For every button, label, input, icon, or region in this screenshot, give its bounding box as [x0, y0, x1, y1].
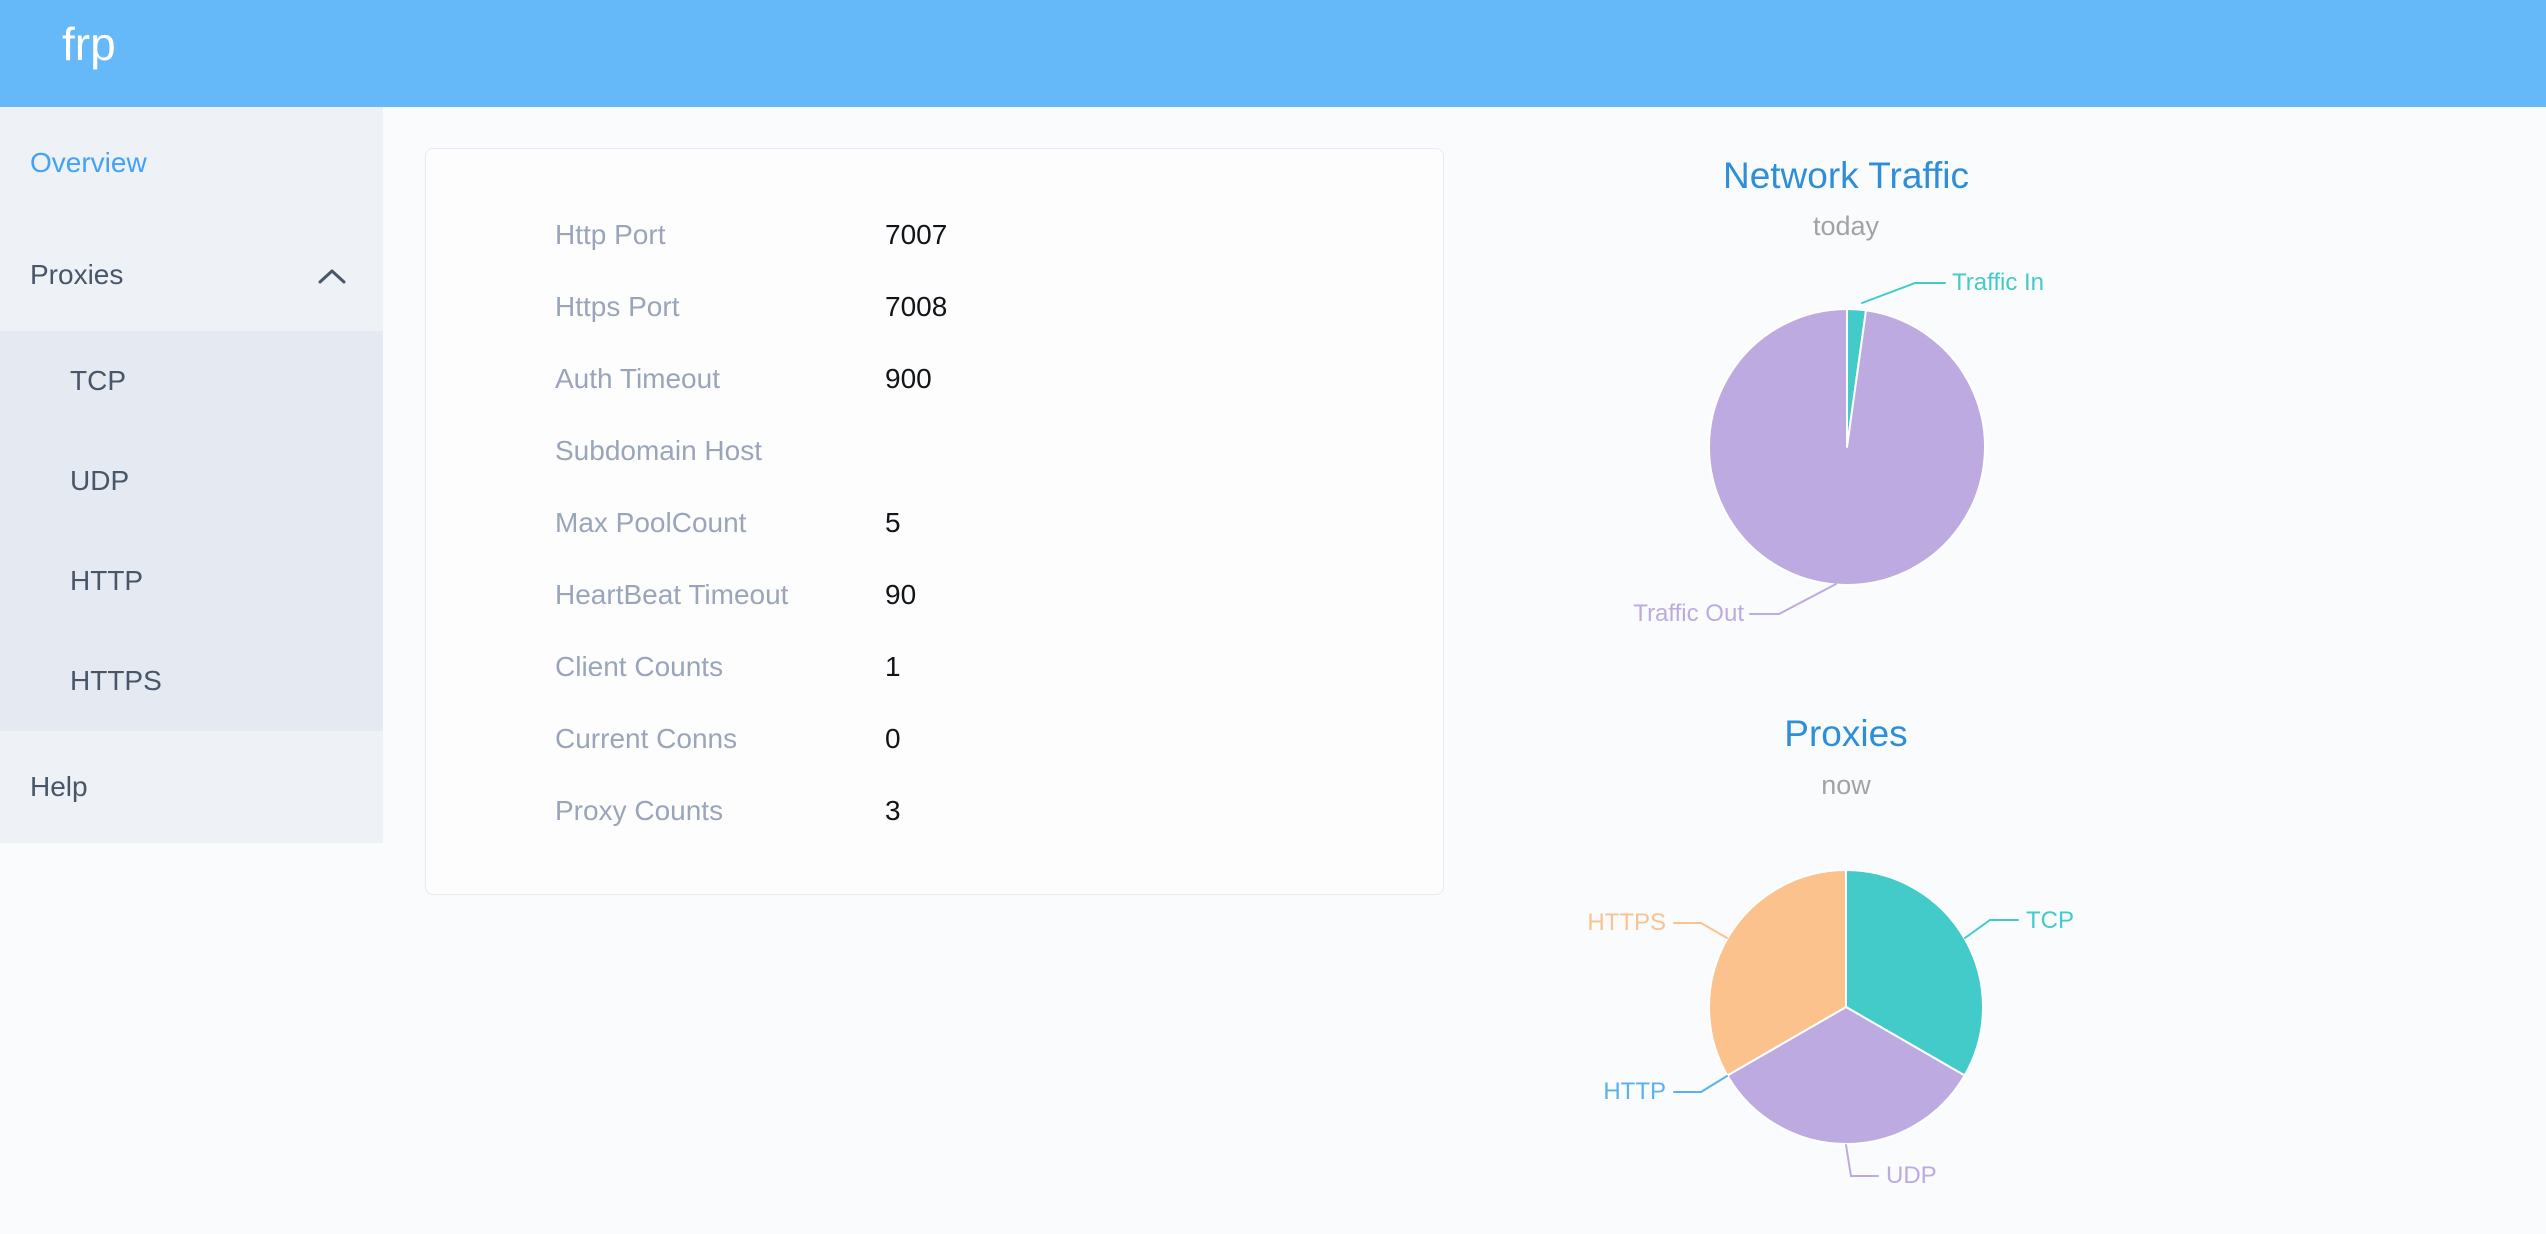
table-row: Client Counts 1: [426, 631, 1443, 703]
network-traffic-title: Network Traffic: [1722, 155, 1970, 196]
row-value: 3: [885, 795, 901, 826]
app-logo: frp: [62, 18, 116, 70]
proxies-pie[interactable]: [1708, 869, 1984, 1146]
traffic-out-leader-line: [1749, 583, 1837, 615]
table-row: Max PoolCount 5: [426, 487, 1443, 559]
row-label: Auth Timeout: [555, 363, 720, 394]
table-row: Auth Timeout 900: [426, 343, 1443, 415]
server-info-card: Http Port 7007 Https Port 7008 Auth Time…: [425, 148, 1444, 895]
sidebar-item-help-label: Help: [30, 771, 88, 802]
row-value: 5: [885, 507, 901, 538]
pie-slice: [1708, 869, 1847, 1077]
table-row: Subdomain Host: [426, 415, 1443, 487]
traffic-out-label: Traffic Out: [1633, 600, 1744, 627]
sidebar-item-overview[interactable]: Overview: [0, 107, 383, 219]
table-row: Proxy Counts 3: [426, 775, 1443, 847]
table-row: Http Port 7007: [426, 199, 1443, 271]
traffic-in-leader-line: [1861, 282, 1946, 304]
proxies-chart-subtitle: now: [1821, 770, 1871, 800]
sidebar-item-tcp[interactable]: TCP: [70, 365, 126, 396]
network-traffic-subtitle: today: [1812, 211, 1880, 241]
row-label: Http Port: [555, 219, 666, 250]
traffic-in-label: Traffic In: [1952, 269, 2045, 296]
row-label: Https Port: [555, 291, 680, 322]
tcp-slice-label: TCP: [2026, 907, 2074, 934]
table-row: Current Conns 0: [426, 703, 1443, 775]
sidebar-item-proxies-label: Proxies: [30, 259, 124, 290]
sidebar-item-proxies[interactable]: Proxies: [0, 219, 383, 331]
row-label: HeartBeat Timeout: [555, 579, 789, 610]
pie-slice: [1846, 308, 1868, 448]
http-leader-line: [1673, 1075, 1728, 1093]
row-value: 0: [885, 723, 901, 754]
row-value: 900: [885, 363, 932, 394]
https-leader-line: [1673, 922, 1728, 939]
pie-slice: [1845, 869, 1984, 1077]
row-label: Client Counts: [555, 651, 724, 682]
row-value: 7007: [885, 219, 948, 250]
pie-slice: [1726, 1006, 1966, 1146]
https-slice-label: HTTPS: [1587, 909, 1666, 936]
sidebar-item-overview-label: Overview: [30, 147, 147, 178]
sidebar-nav: Overview Proxies TCP UDP HTTP HTTPS Help: [0, 107, 383, 843]
sidebar-item-udp[interactable]: UDP: [70, 465, 130, 496]
proxies-chart-title: Proxies: [1784, 713, 1908, 754]
proxies-submenu: TCP UDP HTTP HTTPS: [0, 331, 383, 731]
top-header-bar: frp: [0, 0, 2546, 107]
pie-slice: [1707, 308, 1986, 586]
tcp-leader-line: [1964, 919, 2019, 939]
row-label: Current Conns: [555, 723, 738, 754]
sidebar-item-http[interactable]: HTTP: [70, 565, 144, 596]
server-info-rows: Http Port 7007 Https Port 7008 Auth Time…: [426, 149, 1443, 847]
network-traffic-pie[interactable]: [1707, 308, 1986, 586]
chevron-up-icon: [318, 269, 346, 284]
sidebar-item-help[interactable]: Help: [0, 731, 383, 843]
row-value: 1: [885, 651, 901, 682]
row-value: 7008: [885, 291, 948, 322]
row-value: 90: [885, 579, 917, 610]
http-slice-label: HTTP: [1603, 1078, 1666, 1105]
table-row: Https Port 7008: [426, 271, 1443, 343]
udp-slice-label: UDP: [1886, 1162, 1937, 1189]
row-label: Max PoolCount: [555, 507, 747, 538]
sidebar-item-https[interactable]: HTTPS: [70, 665, 162, 696]
row-label: Subdomain Host: [555, 435, 763, 466]
udp-leader-line: [1845, 1144, 1879, 1177]
table-row: HeartBeat Timeout 90: [426, 559, 1443, 631]
row-label: Proxy Counts: [555, 795, 724, 826]
